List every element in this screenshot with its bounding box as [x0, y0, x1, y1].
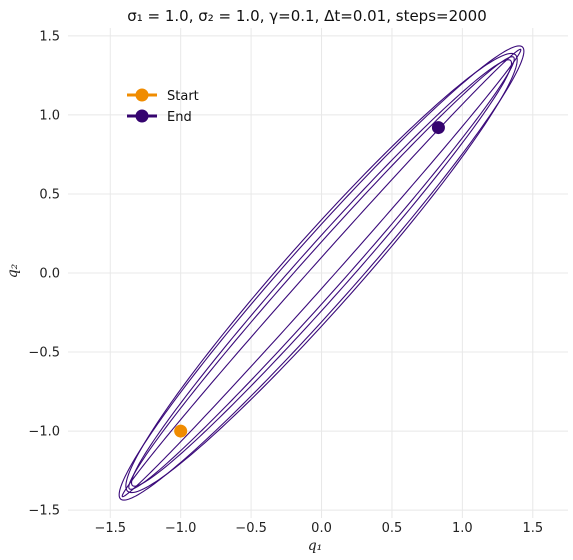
y-tick-label: −1.5 — [28, 504, 60, 519]
y-tick-label: −0.5 — [28, 346, 60, 361]
legend-marker — [135, 88, 149, 102]
end-marker — [431, 121, 445, 135]
x-tick-label: −0.5 — [235, 521, 267, 536]
x-axis-label: q₁ — [308, 538, 323, 554]
chart-title: σ₁ = 1.0, σ₂ = 1.0, γ=0.1, Δt=0.01, step… — [127, 7, 487, 25]
y-axis-label: q₂ — [5, 263, 21, 278]
trajectory-line — [128, 56, 515, 490]
grid-layer — [68, 28, 568, 518]
trajectory-line — [130, 59, 513, 487]
y-tick-label: 1.5 — [39, 29, 60, 44]
legend-marker — [135, 109, 149, 123]
x-tick-label: 0.5 — [382, 521, 403, 536]
legend: Start End — [127, 88, 199, 125]
legend-label: Start — [167, 89, 199, 104]
trajectory-line — [121, 48, 522, 498]
x-tick-label: 1.0 — [452, 521, 473, 536]
y-tick-label: 0.0 — [39, 267, 60, 282]
start-marker — [174, 424, 188, 438]
x-tick-label: −1.0 — [165, 521, 197, 536]
y-tick-label: 0.5 — [39, 187, 60, 202]
x-tick-label: −1.5 — [94, 521, 126, 536]
y-tick-label: −1.0 — [28, 425, 60, 440]
data-layer — [118, 45, 525, 501]
legend-label: End — [167, 110, 192, 125]
y-tick-label: 1.0 — [39, 108, 60, 123]
tick-layer: −1.5 −1.0 −0.5 0.0 0.5 1.0 1.5 −1.5 −1.0 −0.5 0.0 0… — [28, 29, 543, 536]
x-tick-label: 1.5 — [522, 521, 543, 536]
trajectory-line — [118, 45, 525, 501]
x-tick-label: 0.0 — [311, 521, 332, 536]
